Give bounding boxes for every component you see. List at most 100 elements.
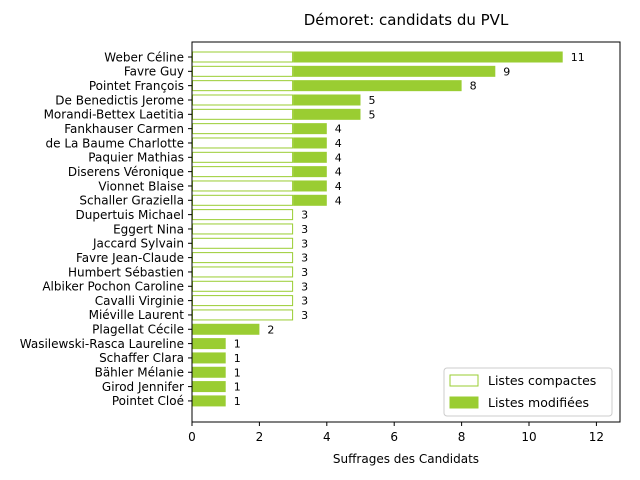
legend: Listes compactes Listes modifiées [443, 367, 613, 417]
y-tick-label: Schaller Graziella [79, 194, 184, 208]
y-tick-label: Albiker Pochon Caroline [42, 280, 184, 294]
bar-modifiees [293, 94, 361, 106]
data-label: 3 [301, 209, 308, 222]
y-tick-label: Favre Guy [124, 65, 184, 79]
data-label: 3 [301, 237, 308, 250]
bar-compactes [192, 94, 294, 106]
bar-compactes [192, 123, 294, 135]
x-tick-label: 2 [256, 430, 264, 444]
y-tick-label: Diserens Véronique [68, 165, 184, 179]
bar-compactes [192, 137, 294, 149]
y-tick-label: Plagellat Cécile [92, 323, 184, 337]
data-label: 4 [335, 194, 342, 207]
bar-modifiees [192, 395, 226, 407]
bar-modifiees [293, 108, 361, 120]
bar-modifiees [192, 381, 226, 393]
bar-compactes [192, 309, 294, 321]
bar-modifiees [293, 80, 462, 92]
bar-compactes [192, 223, 294, 235]
bar-compactes [192, 80, 294, 92]
y-tick-label: Morandi-Bettex Laetitia [44, 108, 184, 122]
x-tick-label: 4 [323, 430, 331, 444]
data-label: 4 [335, 151, 342, 164]
data-label: 3 [301, 223, 308, 236]
data-label: 11 [571, 51, 585, 64]
y-tick-label: Favre Jean-Claude [76, 251, 184, 265]
bar-modifiees [192, 338, 226, 350]
bar-modifiees [293, 51, 563, 63]
data-label: 1 [234, 338, 241, 351]
bar-modifiees [293, 123, 327, 135]
data-label: 1 [234, 381, 241, 394]
bar-compactes [192, 252, 294, 264]
data-label: 4 [335, 180, 342, 193]
y-tick-label: Eggert Nina [113, 222, 184, 236]
data-label: 1 [234, 352, 241, 365]
bar-compactes [192, 166, 294, 178]
bar-compactes [192, 194, 294, 206]
y-tick-label: Paquier Mathias [88, 151, 184, 165]
data-label: 5 [369, 94, 376, 107]
bar-modifiees [192, 366, 226, 378]
bar-compactes [192, 237, 294, 249]
y-tick-label: Dupertuis Michael [76, 208, 184, 222]
y-tick-label: Cavalli Virginie [95, 294, 184, 308]
data-label: 3 [301, 280, 308, 293]
x-tick-label: 8 [458, 430, 466, 444]
y-tick-label: Schaffer Clara [99, 351, 184, 365]
plot-frame [191, 41, 621, 423]
y-tick-label: Fankhauser Carmen [64, 122, 184, 136]
y-tick-label: Vionnet Blaise [98, 179, 184, 193]
y-tick-label: Pointet Cloé [112, 394, 184, 408]
bars-layer [192, 51, 563, 407]
bar-compactes [192, 151, 294, 163]
data-label: 9 [503, 65, 510, 78]
y-tick-label: Pointet François [89, 79, 184, 93]
x-tick-label: 12 [589, 430, 604, 444]
bar-modifiees [293, 65, 496, 77]
bar-compactes [192, 266, 294, 278]
bar-compactes [192, 180, 294, 192]
axes-frame [191, 41, 621, 423]
x-axis-ticks: 0 2 4 6 8 10 12 [188, 422, 604, 444]
legend-swatch-modifiees [449, 396, 479, 409]
bar-modifiees [293, 180, 327, 192]
x-axis-label: Suffrages des Candidats [333, 452, 479, 466]
data-label: 1 [234, 395, 241, 408]
legend-label-modifiees: Listes modifiées [488, 395, 589, 410]
y-tick-label: De Benedictis Jerome [55, 93, 184, 107]
bar-modifiees [293, 137, 327, 149]
x-tick-label: 10 [521, 430, 536, 444]
data-label: 2 [267, 323, 274, 336]
y-tick-label: Humbert Sébastien [68, 265, 184, 279]
y-tick-label: Bähler Mélanie [95, 366, 184, 380]
y-tick-label: Miéville Laurent [89, 308, 185, 322]
y-tick-label: Wasilewski-Rasca Laureline [20, 337, 184, 351]
x-tick-label: 0 [188, 430, 196, 444]
data-label: 4 [335, 123, 342, 136]
y-tick-label: de La Baume Charlotte [46, 136, 185, 150]
legend-swatch-compactes [449, 374, 479, 387]
chart-title: Démoret: candidats du PVL [304, 11, 509, 29]
y-tick-label: Weber Céline [104, 50, 184, 64]
bar-modifiees [293, 166, 327, 178]
x-tick-label: 6 [390, 430, 398, 444]
bar-modifiees [192, 323, 260, 335]
y-tick-label: Jaccard Sylvain [92, 237, 184, 251]
data-label: 3 [301, 309, 308, 322]
bar-compactes [192, 280, 294, 292]
data-label: 8 [470, 80, 477, 93]
data-label: 3 [301, 295, 308, 308]
bar-compactes [192, 65, 294, 77]
bar-compactes [192, 295, 294, 307]
bar-modifiees [192, 352, 226, 364]
bar-modifiees [293, 151, 327, 163]
y-tick-label: Girod Jennifer [102, 380, 184, 394]
data-label: 3 [301, 266, 308, 279]
bar-compactes [192, 209, 294, 221]
data-label: 4 [335, 166, 342, 179]
legend-box [443, 367, 613, 417]
